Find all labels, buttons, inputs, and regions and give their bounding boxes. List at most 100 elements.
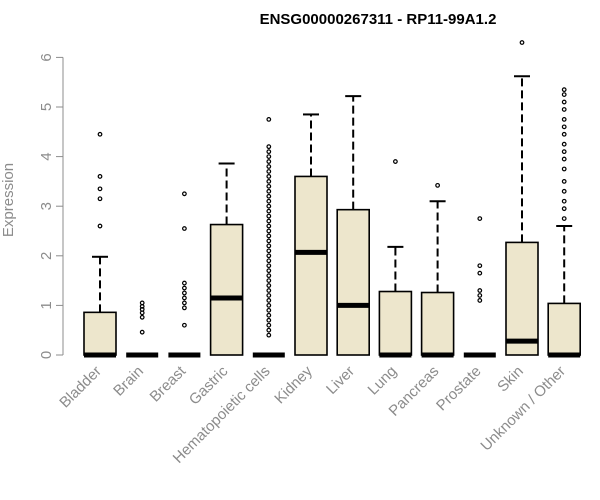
boxes-layer bbox=[83, 40, 582, 358]
box-body bbox=[505, 241, 539, 356]
x-tick-label: Prostate bbox=[433, 363, 485, 415]
outlier-point bbox=[139, 300, 145, 306]
y-tick-label: 4 bbox=[38, 152, 55, 160]
outlier-point bbox=[181, 295, 187, 301]
outlier-point bbox=[561, 87, 567, 93]
y-tick-label: 5 bbox=[38, 103, 55, 111]
y-tick-label: 6 bbox=[38, 53, 55, 61]
outlier-point bbox=[181, 226, 187, 231]
box-lung bbox=[378, 159, 413, 358]
outlier-point bbox=[266, 268, 272, 274]
chart-title: ENSG00000267311 - RP11-99A1.2 bbox=[260, 11, 497, 28]
x-tick-label: Skin bbox=[494, 363, 527, 396]
y-axis-label: Expression bbox=[0, 163, 17, 237]
box-body bbox=[209, 223, 244, 356]
outlier-point bbox=[477, 270, 483, 276]
outlier-point bbox=[561, 99, 567, 105]
outlier-point bbox=[561, 166, 567, 172]
box-body bbox=[83, 311, 117, 356]
outlier-point bbox=[266, 174, 272, 179]
outlier-point bbox=[561, 116, 567, 122]
outlier-point bbox=[181, 322, 187, 328]
box-skin bbox=[505, 40, 539, 356]
box-pancreas bbox=[420, 182, 455, 358]
outlier-point bbox=[266, 218, 272, 224]
outlier-point bbox=[266, 198, 272, 204]
y-tick-label: 2 bbox=[38, 252, 55, 260]
outlier-point bbox=[266, 154, 272, 160]
outlier-point bbox=[561, 216, 567, 222]
x-tick-label: Breast bbox=[147, 362, 190, 405]
box-gastric bbox=[209, 162, 244, 356]
outlier-point bbox=[477, 288, 483, 293]
box-body bbox=[378, 290, 413, 356]
outlier-point bbox=[477, 298, 483, 303]
outlier-point bbox=[266, 312, 272, 318]
outlier-point bbox=[181, 191, 187, 197]
outlier-point bbox=[266, 144, 272, 150]
outlier-point bbox=[266, 213, 272, 219]
outlier-point bbox=[561, 178, 567, 184]
outlier-point bbox=[266, 164, 272, 169]
outlier-point bbox=[266, 332, 272, 338]
outlier-point bbox=[97, 174, 103, 179]
outlier-point bbox=[181, 285, 187, 291]
box-prostate bbox=[463, 216, 496, 358]
outlier-point bbox=[181, 305, 187, 311]
outlier-point bbox=[97, 196, 103, 202]
outlier-point bbox=[97, 223, 103, 229]
outlier-point bbox=[266, 283, 272, 288]
y-axis: 0 1 2 3 4 5 6 bbox=[38, 53, 64, 359]
outlier-point bbox=[266, 307, 272, 313]
outlier-point bbox=[139, 329, 145, 335]
x-tick-label: Liver bbox=[323, 363, 358, 398]
outlier-point bbox=[266, 208, 272, 214]
outlier-point bbox=[139, 306, 145, 312]
outlier-point bbox=[266, 178, 272, 184]
outlier-point bbox=[266, 263, 272, 269]
outlier-point bbox=[266, 238, 272, 244]
outlier-point bbox=[561, 188, 567, 194]
outlier-point bbox=[477, 263, 483, 269]
outlier-point bbox=[266, 322, 272, 328]
outlier-point bbox=[561, 156, 567, 162]
x-tick-label: Kidney bbox=[271, 362, 316, 407]
outlier-point bbox=[266, 298, 272, 303]
box-bladder bbox=[83, 131, 117, 358]
y-tick-label: 1 bbox=[38, 301, 55, 309]
outlier-point bbox=[266, 223, 272, 229]
x-tick-label: Lung bbox=[365, 363, 401, 399]
outlier-point bbox=[266, 278, 272, 284]
outlier-point bbox=[519, 40, 525, 45]
outlier-point bbox=[561, 206, 567, 212]
outlier-point bbox=[477, 293, 483, 298]
outlier-point bbox=[435, 182, 441, 188]
outlier-point bbox=[266, 273, 272, 279]
outlier-point bbox=[561, 131, 567, 137]
outlier-point bbox=[266, 159, 272, 164]
outlier-point bbox=[97, 186, 103, 192]
outlier-point bbox=[266, 169, 272, 174]
outlier-point bbox=[266, 293, 272, 298]
box-kidney bbox=[294, 113, 328, 356]
outlier-point bbox=[139, 314, 145, 320]
outlier-point bbox=[266, 258, 272, 264]
outlier-point bbox=[181, 280, 187, 286]
outlier-point bbox=[266, 193, 272, 199]
x-tick-label: Bladder bbox=[56, 363, 105, 412]
outlier-point bbox=[477, 216, 483, 222]
box-hematopoietic-cells bbox=[252, 116, 285, 358]
outlier-point bbox=[266, 303, 272, 308]
outlier-point bbox=[266, 188, 272, 194]
outlier-point bbox=[181, 290, 187, 296]
outlier-point bbox=[561, 198, 567, 204]
outlier-point bbox=[561, 124, 567, 130]
box-breast bbox=[168, 191, 201, 358]
outlier-point bbox=[393, 159, 398, 164]
box-body bbox=[336, 208, 371, 356]
outlier-point bbox=[266, 317, 272, 323]
box-body bbox=[547, 302, 582, 356]
outlier-point bbox=[97, 131, 103, 137]
